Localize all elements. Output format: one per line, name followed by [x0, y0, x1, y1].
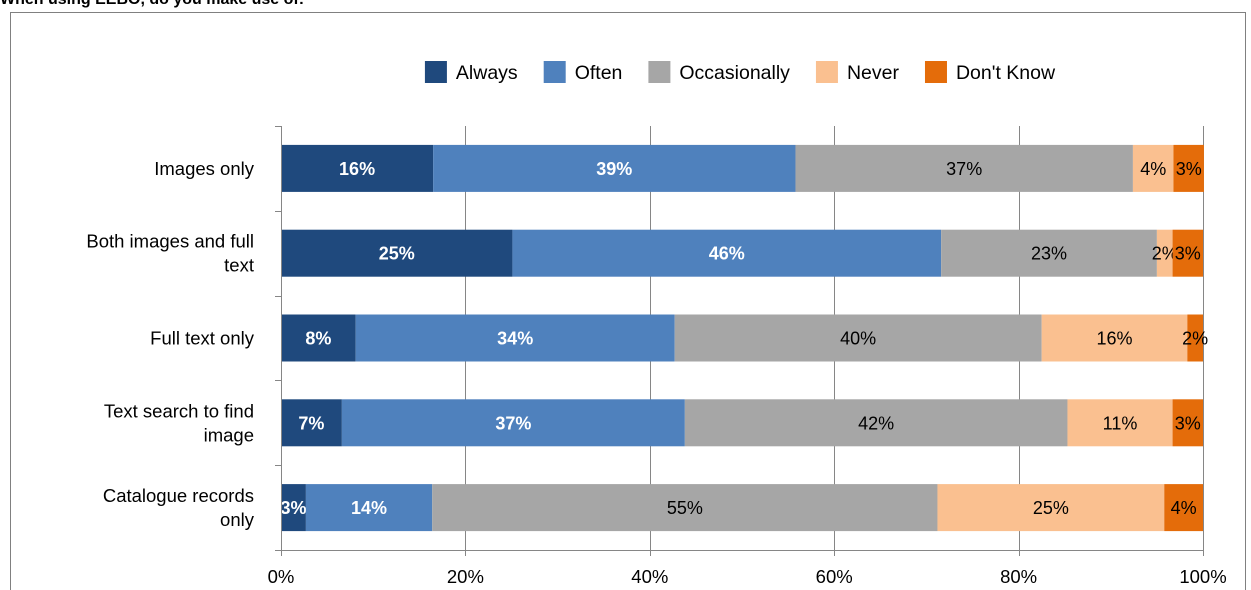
data-label-occasionally-full-text-only: 40%: [840, 329, 876, 349]
legend-label-often: Often: [575, 62, 623, 84]
data-label-always-full-text-only: 8%: [305, 329, 331, 349]
data-label-never-images-only: 4%: [1140, 159, 1166, 179]
bar-don-t-know-text-search-to-find-image: [1172, 399, 1203, 447]
bar-always-full-text-only: [281, 314, 356, 362]
bar-occasionally-both-images-and-full-text: [941, 229, 1157, 277]
bar-often-text-search-to-find-image: [341, 399, 685, 447]
bars: 16% 39% 37% 4% 3%25% 46% 23% 2%3%8% 34% 40% 16% 2%7…: [280, 144, 1208, 532]
bar-don-t-know-catalogue-records-only: [1164, 484, 1203, 532]
data-label-always-images-only: 16%: [339, 159, 375, 179]
legend-swatch-occasionally: [648, 61, 671, 83]
legend-item-don-t-know: Don't Know: [924, 61, 1056, 84]
data-label-always-both-images-and-full-text: 25%: [379, 244, 415, 264]
data-label-never-catalogue-records-only: 25%: [1033, 498, 1069, 518]
data-label-never-text-search-to-find-image: 11%: [1103, 413, 1138, 433]
category-label-text-search-to-find-image: Text search to find image: [104, 400, 254, 445]
data-label-often-both-images-and-full-text: 46%: [709, 244, 745, 264]
data-label-occasionally-text-search-to-find-image: 42%: [858, 413, 894, 433]
bar-occasionally-images-only: [795, 144, 1133, 192]
bar-never-images-only: [1132, 144, 1174, 192]
data-label-don-t-know-images-only: 3%: [1176, 159, 1202, 179]
bar-don-t-know-images-only: [1173, 144, 1204, 192]
legend-swatch-don-t-know: [924, 61, 947, 83]
bar-often-images-only: [433, 144, 796, 192]
data-label-often-text-search-to-find-image: 37%: [495, 413, 531, 433]
bar-often-both-images-and-full-text: [512, 229, 942, 277]
bar-often-catalogue-records-only: [305, 484, 433, 532]
tick-labels: 0% 20% 40% 60% 80% 100%: [268, 566, 1227, 587]
legend-item-occasionally: Occasionally: [648, 61, 790, 84]
data-label-often-images-only: 39%: [596, 159, 632, 179]
bar-always-images-only: [281, 144, 434, 192]
data-label-occasionally-images-only: 37%: [946, 159, 982, 179]
data-label-often-full-text-only: 34%: [497, 329, 533, 349]
bar-often-full-text-only: [355, 314, 675, 362]
category-label-both-images-and-full-text: Both images and full text: [86, 231, 254, 276]
data-label-always-text-search-to-find-image: 7%: [298, 413, 324, 433]
bar-don-t-know-both-images-and-full-text: [1172, 229, 1203, 277]
data-label-always-catalogue-records-only: 3%: [280, 498, 306, 518]
category-label-full-text-only: Full text only: [150, 328, 255, 349]
x-tick-label-100: 100%: [1179, 566, 1226, 587]
bar-never-both-images-and-full-text: [1156, 229, 1173, 277]
legend-item-always: Always: [424, 61, 518, 84]
x-tick-label-40: 40%: [631, 566, 668, 587]
x-tick-label-0: 0%: [268, 566, 295, 587]
legend-swatch-never: [815, 61, 838, 83]
bar-occasionally-text-search-to-find-image: [684, 399, 1068, 447]
data-label-never-full-text-only: 16%: [1096, 329, 1132, 349]
axes: [275, 126, 1204, 556]
data-label-never-both-images-and-full-text: 2%: [1152, 244, 1178, 264]
bar-always-text-search-to-find-image: [281, 399, 342, 447]
legend-item-never: Never: [815, 61, 900, 84]
legend-label-never: Never: [847, 62, 900, 84]
bar-don-t-know-full-text-only: [1187, 314, 1203, 362]
data-label-don-t-know-text-search-to-find-image: 3%: [1175, 413, 1201, 433]
chart-title: When using EEBO, do you make use of:: [0, 0, 1251, 11]
bar-occasionally-full-text-only: [674, 314, 1042, 362]
bar-occasionally-catalogue-records-only: [432, 484, 938, 532]
bar-never-text-search-to-find-image: [1067, 399, 1173, 447]
bar-always-catalogue-records-only: [281, 484, 306, 532]
data-label-occasionally-both-images-and-full-text: 23%: [1031, 244, 1067, 264]
bar-never-full-text-only: [1041, 314, 1188, 362]
data-label-don-t-know-both-images-and-full-text: 3%: [1175, 244, 1201, 264]
x-tick-label-20: 20%: [447, 566, 484, 587]
data-label-don-t-know-catalogue-records-only: 4%: [1171, 498, 1197, 518]
bar-always-both-images-and-full-text: [281, 229, 513, 277]
category-labels: Images only Both images and full text Full …: [86, 158, 254, 530]
x-tick-label-80: 80%: [1000, 566, 1037, 587]
legend-label-occasionally: Occasionally: [679, 62, 790, 84]
data-label-occasionally-catalogue-records-only: 55%: [667, 498, 703, 518]
data-label-often-catalogue-records-only: 14%: [351, 498, 387, 518]
category-label-images-only: Images only: [154, 158, 254, 179]
data-label-don-t-know-full-text-only: 2%: [1182, 329, 1208, 349]
bar-never-catalogue-records-only: [937, 484, 1165, 532]
legend-label-always: Always: [456, 62, 518, 84]
legend-label-don-t-know: Don't Know: [956, 62, 1056, 84]
legend-swatch-always: [424, 61, 447, 83]
x-tick-label-60: 60%: [816, 566, 853, 587]
legend-swatch-often: [543, 61, 566, 83]
legend-item-often: Often: [543, 61, 623, 84]
legend: Always Often Occasionally Never Don't Know: [424, 61, 1056, 84]
category-label-catalogue-records-only: Catalogue records only: [103, 485, 255, 530]
chart-frame: [10, 12, 1246, 590]
